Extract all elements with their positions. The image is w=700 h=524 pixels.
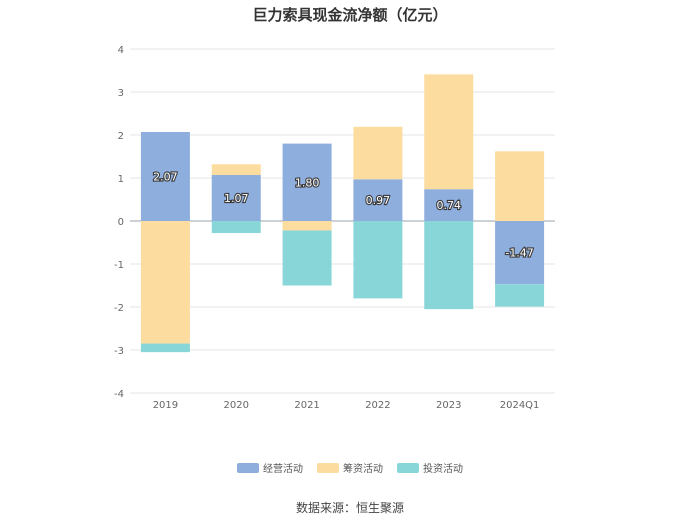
bar-operating xyxy=(353,179,403,221)
legend-label-financing: 筹资活动 xyxy=(343,464,383,475)
x-tick-label: 2021 xyxy=(294,400,319,411)
y-tick-label: -4 xyxy=(114,389,124,400)
y-tick-label: 4 xyxy=(118,45,124,56)
bar-financing xyxy=(282,221,332,231)
legend-swatch-financing xyxy=(317,462,339,473)
x-tick-label: 2019 xyxy=(153,400,178,411)
bar-investing xyxy=(211,221,261,234)
legend-label-investing: 投资活动 xyxy=(423,464,463,475)
chart-legend: 经营活动 筹资活动 投资活动 xyxy=(0,460,700,475)
bar-operating xyxy=(140,131,190,221)
x-tick-label: 2023 xyxy=(436,400,461,411)
bar-financing xyxy=(495,151,545,221)
bar-investing xyxy=(495,284,545,307)
bar-investing xyxy=(353,221,403,299)
x-tick-label: 2024Q1 xyxy=(500,400,540,411)
legend-swatch-investing xyxy=(397,462,419,473)
data-label: 1.80 xyxy=(295,176,320,189)
bar-operating xyxy=(282,143,332,221)
legend-item-operating[interactable]: 经营活动 xyxy=(237,460,303,475)
data-label: 2.07 xyxy=(153,170,178,183)
bar-operating xyxy=(424,189,474,221)
legend-item-financing[interactable]: 筹资活动 xyxy=(317,460,383,475)
y-tick-label: 0 xyxy=(118,217,124,228)
x-tick-label: 2020 xyxy=(224,400,249,411)
chart-title: 巨力索具现金流净额（亿元） xyxy=(252,6,448,24)
bar-operating xyxy=(211,174,261,221)
y-tick-label: -3 xyxy=(114,346,124,357)
bar-financing xyxy=(353,126,403,180)
data-source: 数据来源：恒生聚源 xyxy=(295,501,404,515)
legend-item-investing[interactable]: 投资活动 xyxy=(397,460,463,475)
legend-label-operating: 经营活动 xyxy=(263,464,303,475)
data-label: 0.74 xyxy=(437,199,462,212)
bar-investing xyxy=(282,230,332,286)
y-tick-label: -1 xyxy=(114,260,124,271)
bar-financing xyxy=(424,74,474,190)
y-tick-label: 3 xyxy=(118,88,124,99)
y-tick-label: 1 xyxy=(118,174,124,185)
bar-operating xyxy=(495,221,545,285)
bar-financing xyxy=(211,164,261,175)
legend-swatch-operating xyxy=(237,462,259,473)
data-label: 1.07 xyxy=(224,192,249,205)
data-label: 0.97 xyxy=(366,194,391,207)
x-tick-label: 2022 xyxy=(365,400,390,411)
y-tick-label: 2 xyxy=(118,131,124,142)
y-tick-label: -2 xyxy=(114,303,124,314)
bar-financing xyxy=(140,221,190,344)
bar-investing xyxy=(424,221,474,310)
data-label: -1.47 xyxy=(505,247,533,260)
bar-investing xyxy=(140,343,190,353)
